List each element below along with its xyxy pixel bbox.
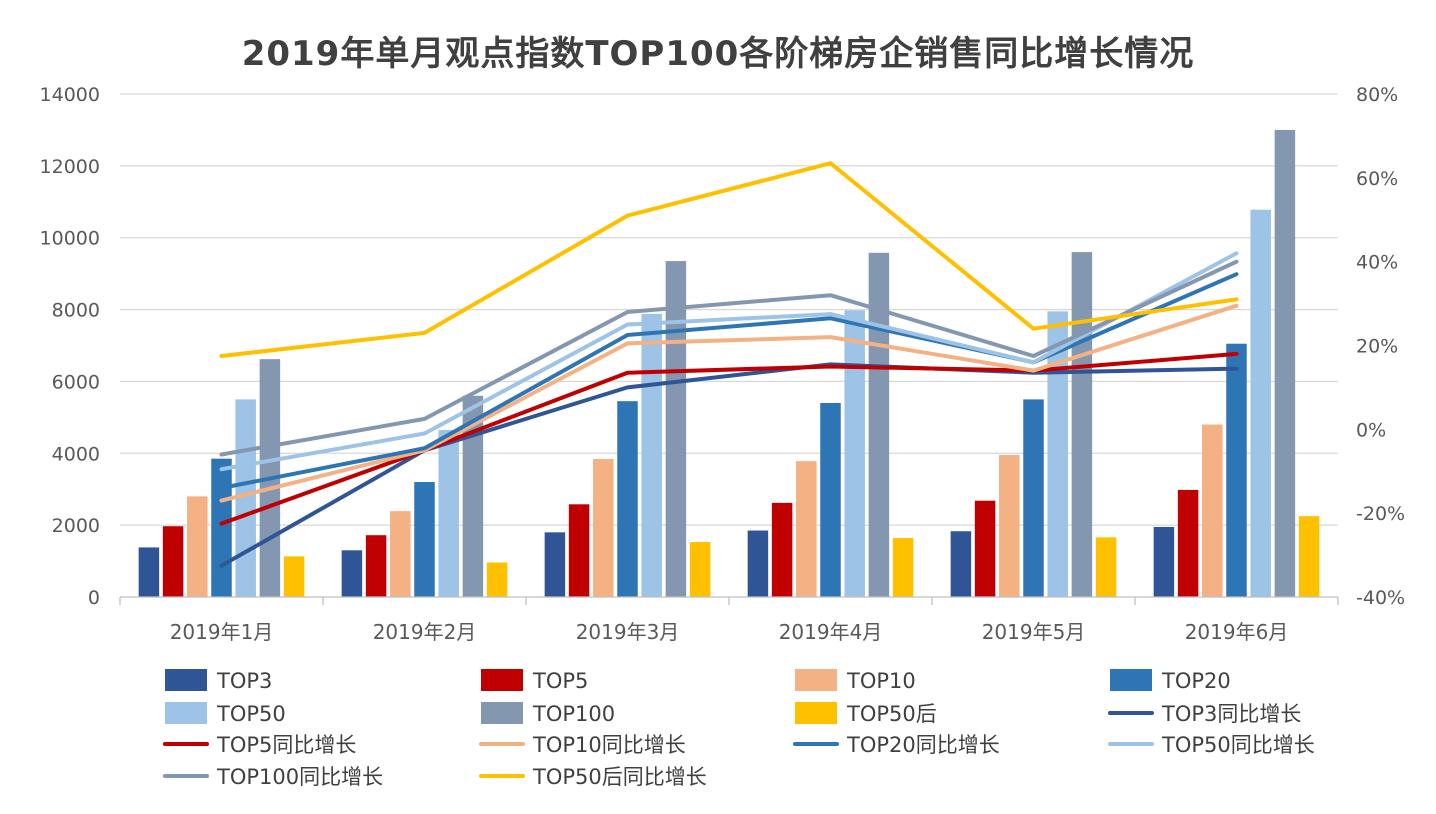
y-tick-label: 10000 (40, 228, 100, 250)
y2-tick-label: -20% (1356, 503, 1405, 525)
bar (438, 429, 459, 597)
series-line (219, 161, 1239, 358)
legend-label: TOP20同比增长 (846, 733, 1000, 757)
chart-title: 2019年单月观点指数TOP100各阶梯房企销售同比增长情况 (241, 34, 1195, 74)
y-tick-label: 12000 (40, 156, 100, 178)
bar (187, 496, 208, 597)
legend-label: TOP5同比增长 (216, 733, 356, 757)
legend-label: TOP50 (216, 702, 286, 726)
series-line (219, 272, 1239, 490)
y2-tick-label: 0% (1356, 419, 1386, 441)
y2-tick-label: 80% (1356, 84, 1398, 106)
bar (1023, 399, 1044, 597)
bar (414, 482, 435, 597)
y-tick-label: 14000 (40, 84, 100, 106)
bar (1274, 129, 1296, 597)
bar (820, 402, 841, 597)
x-tick-label: 2019年1月 (170, 620, 274, 644)
bar (771, 502, 793, 597)
bar (747, 530, 769, 597)
bar (1298, 516, 1320, 597)
y-tick-label: 8000 (52, 300, 100, 322)
y-tick-label: 4000 (52, 443, 100, 465)
bar (544, 532, 566, 597)
bar (283, 556, 305, 597)
y-tick-label: 2000 (52, 515, 100, 537)
y2-tick-label: -40% (1356, 587, 1405, 609)
series-line (219, 351, 1239, 526)
bar (138, 547, 160, 597)
y2-tick-label: 60% (1356, 168, 1398, 190)
bar (1177, 489, 1199, 597)
legend-swatch (795, 669, 837, 691)
bar (1250, 209, 1271, 597)
legend-swatch (165, 702, 207, 724)
legend-swatch (165, 669, 207, 691)
legend-label: TOP50后 (846, 702, 937, 726)
legend-label: TOP100 (532, 702, 615, 726)
bar (617, 401, 638, 597)
bar (641, 313, 662, 597)
y-tick-label: 0 (88, 587, 100, 609)
bar (892, 538, 914, 597)
bar (462, 395, 484, 597)
y2-tick-label: 40% (1356, 252, 1398, 274)
x-tick-label: 2019年4月 (779, 620, 883, 644)
y2-tick-label: 20% (1356, 336, 1398, 358)
legend-label: TOP10 (846, 669, 916, 693)
x-tick-label: 2019年6月 (1185, 620, 1289, 644)
bar (974, 500, 996, 597)
legend-swatch (481, 702, 523, 724)
bar (689, 542, 711, 597)
bar (844, 310, 865, 597)
bar (1202, 424, 1223, 597)
legend-label: TOP3 (216, 669, 272, 693)
x-tick-label: 2019年2月 (373, 620, 477, 644)
bar (665, 261, 687, 597)
bar (1071, 252, 1093, 598)
series-line (219, 251, 1239, 472)
legend-swatch (795, 702, 837, 724)
line-series-group (219, 161, 1239, 568)
x-tick-label: 2019年3月 (576, 620, 680, 644)
y-tick-label: 6000 (52, 371, 100, 393)
legend-label: TOP10同比增长 (532, 733, 686, 757)
legend-label: TOP5 (532, 669, 588, 693)
bar (593, 459, 614, 597)
x-tick-label: 2019年5月 (982, 620, 1086, 644)
legend-label: TOP50后同比增长 (532, 765, 707, 789)
bar (568, 504, 590, 597)
legend-swatch (481, 669, 523, 691)
legend-label: TOP3同比增长 (1161, 702, 1301, 726)
bar (486, 562, 508, 597)
legend-label: TOP20 (1161, 669, 1231, 693)
legend-label: TOP100同比增长 (216, 765, 383, 789)
series-line (219, 259, 1239, 457)
bar (999, 455, 1020, 597)
bar (211, 458, 232, 597)
bar (1226, 343, 1247, 597)
bar (1095, 537, 1117, 597)
bar (365, 535, 387, 597)
legend-swatch (1110, 669, 1152, 691)
bar (162, 526, 184, 597)
legend: TOP3 TOP5 TOP10 TOP20 TOP50 TOP100 TOP50后 TOP3同… (163, 669, 1315, 789)
series-line (219, 362, 1239, 568)
bar (868, 252, 890, 597)
bar (390, 511, 411, 597)
axes-group: 0 2000 4000 6000 8000 10000 12000 14000 -40% -20%… (40, 84, 1406, 644)
bar (950, 531, 972, 597)
series-line (219, 303, 1239, 503)
bar (796, 461, 817, 597)
bar (1153, 526, 1175, 597)
bar (341, 550, 363, 597)
bar (1047, 311, 1068, 597)
legend-label: TOP50同比增长 (1161, 733, 1315, 757)
